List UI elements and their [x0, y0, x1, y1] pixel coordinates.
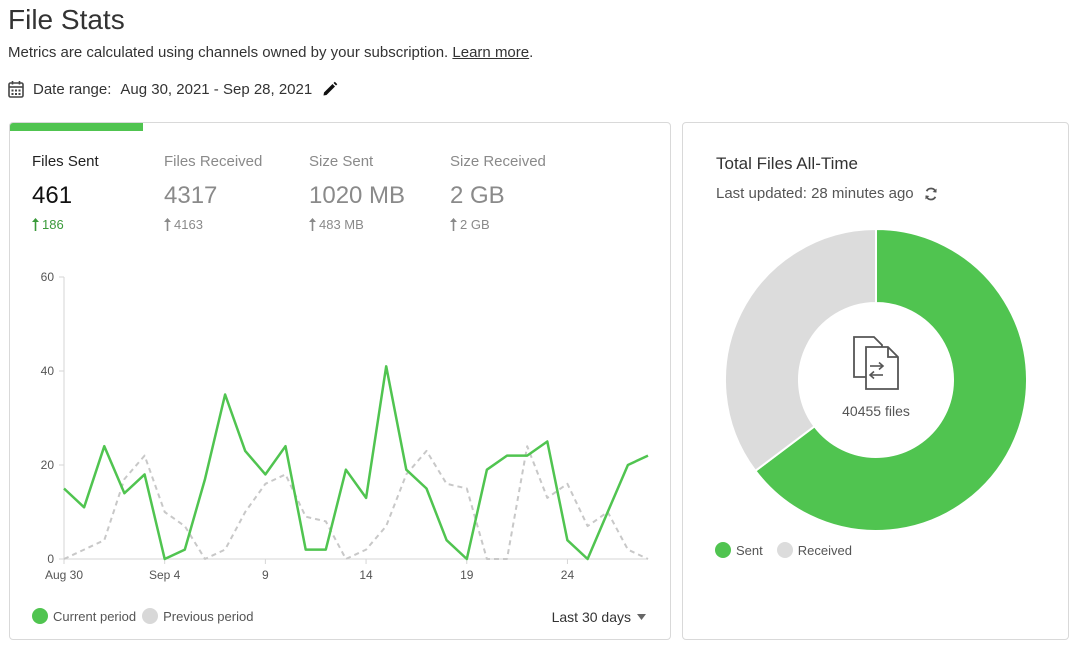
metric-delta: 186: [32, 217, 99, 232]
learn-more-link[interactable]: Learn more: [452, 44, 530, 61]
subtitle-text: Metrics are calculated using channels ow…: [8, 44, 449, 61]
metric-files-received[interactable]: Files Received 4317 4163: [164, 153, 262, 232]
metric-value: 1020 MB: [309, 182, 406, 209]
legend-label-received: Received: [797, 542, 852, 558]
legend-label-previous: Previous period: [163, 608, 254, 624]
metric-size-sent[interactable]: Size Sent 1020 MB 483 MB: [309, 153, 405, 232]
metric-delta-value: 4163: [174, 217, 203, 232]
legend-item-current[interactable]: Current period: [32, 608, 136, 624]
files-sent-line-chart: 0 20 40 60 Aug 30 Sep 4 9 14 19 24: [41, 270, 649, 582]
total-files-donut-chart: [724, 227, 1028, 532]
y-tick-label: 40: [41, 364, 55, 378]
arrow-up-icon: [450, 218, 457, 231]
arrow-up-icon: [309, 218, 316, 231]
current-period-line: [63, 365, 649, 561]
calendar-icon: [8, 81, 24, 98]
total-files-title: Total Files All-Time: [716, 154, 859, 173]
metric-size-received[interactable]: Size Received 2 GB 2 GB: [450, 153, 546, 232]
metric-value: 4317: [164, 182, 218, 209]
refresh-icon[interactable]: [924, 187, 938, 201]
previous-period-line: [63, 445, 649, 560]
active-tab-indicator: [10, 123, 143, 131]
y-tick-label: 0: [47, 552, 54, 566]
date-range-label: Date range:: [33, 80, 112, 98]
y-tick-label: 60: [41, 270, 55, 284]
metric-delta: 2 GB: [450, 217, 546, 232]
total-files-card: Total Files All-Time Last updated: 28 mi…: [682, 122, 1069, 640]
metric-delta: 483 MB: [309, 217, 405, 232]
donut-legend: Sent Received: [715, 542, 858, 558]
metric-files-sent[interactable]: Files Sent 461 186: [32, 153, 99, 232]
pencil-icon[interactable]: [322, 81, 338, 97]
period-select-value: Last 30 days: [551, 609, 631, 625]
last-updated-text: Last updated: 28 minutes ago: [716, 185, 914, 202]
last-updated: Last updated: 28 minutes ago: [716, 185, 938, 202]
metric-value: 2 GB: [450, 182, 505, 209]
x-tick-label: 24: [561, 568, 575, 582]
period-select[interactable]: Last 30 days: [552, 609, 646, 625]
arrow-up-icon: [32, 218, 39, 231]
metric-label: Size Sent: [309, 153, 374, 170]
date-range-value: Aug 30, 2021 - Sep 28, 2021: [120, 80, 313, 98]
metric-label: Files Sent: [32, 153, 99, 170]
metric-value: 461: [32, 182, 73, 209]
legend-label-sent: Sent: [736, 542, 763, 558]
legend-dot-sent: [715, 542, 731, 558]
date-range: Date range: Aug 30, 2021 - Sep 28, 2021: [8, 78, 338, 100]
legend-item-received[interactable]: Received: [776, 542, 852, 558]
y-tick-label: 20: [41, 458, 55, 472]
legend-dot-current: [32, 608, 48, 624]
metric-label: Files Received: [164, 153, 263, 170]
file-stats-card: Files Sent 461 186 Files Received 4317 4…: [9, 122, 671, 640]
donut-slice-received[interactable]: [724, 227, 877, 473]
donut-slice-sent[interactable]: [753, 227, 1028, 532]
x-tick-label: 14: [359, 568, 373, 582]
metric-delta: 4163: [164, 217, 262, 232]
metric-delta-value: 186: [42, 217, 64, 232]
files-transfer-icon: [853, 336, 899, 390]
x-tick-label: 9: [262, 568, 269, 582]
metric-delta-value: 483 MB: [319, 217, 364, 232]
legend-item-previous[interactable]: Previous period: [142, 608, 253, 624]
subtitle-end: .: [529, 44, 534, 61]
legend-label-current: Current period: [53, 608, 137, 624]
donut-center: 40455 files: [723, 227, 1029, 533]
legend-item-sent[interactable]: Sent: [715, 542, 763, 558]
legend-dot-received: [776, 542, 793, 558]
page-title: File Stats: [8, 4, 125, 35]
x-tick-label: Aug 30: [45, 568, 83, 582]
arrow-up-icon: [164, 218, 171, 231]
total-files-count: 40455 files: [842, 403, 910, 419]
x-tick-label: Sep 4: [149, 568, 181, 582]
metric-delta-value: 2 GB: [460, 217, 490, 232]
line-chart-legend: Current period Previous period: [32, 608, 259, 624]
x-tick-label: 19: [460, 568, 474, 582]
legend-dot-previous: [142, 608, 159, 624]
metric-label: Size Received: [450, 153, 546, 170]
chevron-down-icon: [637, 614, 646, 620]
page-subtitle: Metrics are calculated using channels ow…: [8, 44, 533, 61]
